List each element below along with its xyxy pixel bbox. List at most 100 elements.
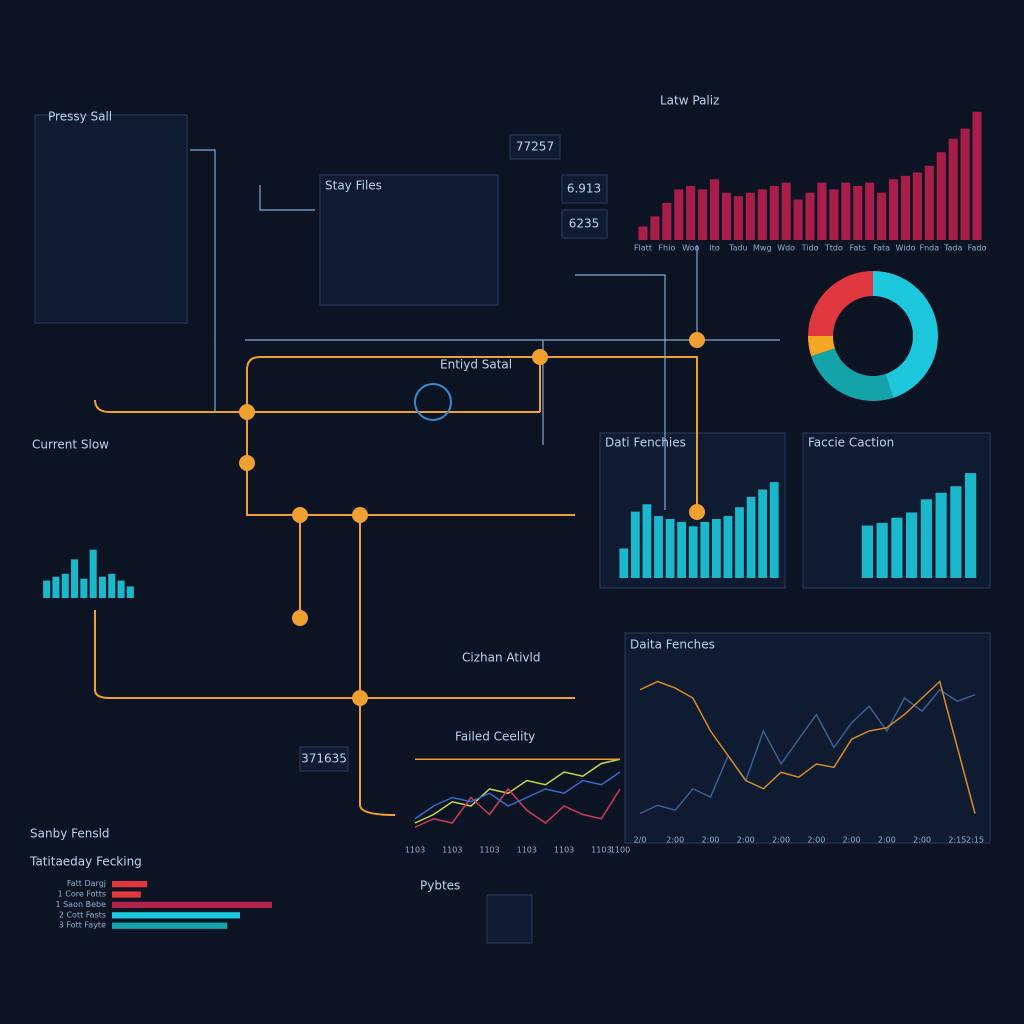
panel (34, 114, 188, 324)
bar (912, 172, 922, 240)
bar (781, 182, 791, 240)
bar (769, 482, 779, 578)
chart-title: Failed Ceelity (455, 730, 535, 744)
x-tick-label: 2:00 (772, 836, 790, 845)
bar (642, 504, 652, 578)
bar (43, 580, 51, 598)
chart-title: Latw Paliz (660, 94, 719, 108)
label: Pybtes (420, 879, 460, 893)
x-tick-label: 2/0 (634, 836, 647, 845)
bar (877, 192, 887, 240)
label: Cizhan Ativld (462, 651, 540, 665)
bar (853, 186, 863, 240)
bar (112, 901, 272, 909)
bar (948, 138, 958, 240)
orange-connector (94, 356, 698, 816)
x-tick-label: Tada (943, 244, 963, 253)
bar (972, 111, 982, 240)
bar (80, 578, 88, 598)
chart-title: Dati Fenchies (605, 436, 686, 450)
x-tick-label: Fhio (658, 244, 675, 253)
x-tick-label: 2:00 (913, 836, 931, 845)
bar (112, 891, 141, 898)
bar (757, 189, 767, 240)
x-tick-label: Fnda (919, 244, 939, 253)
bar (841, 182, 851, 240)
label: Entiyd Satal (440, 358, 512, 372)
x-tick-label: 2:00 (666, 836, 684, 845)
bar (920, 499, 932, 578)
x-tick-label: Fado (968, 244, 987, 253)
bar (117, 580, 125, 598)
x-tick-label: 2:00 (843, 836, 861, 845)
bar (721, 192, 732, 240)
node (239, 455, 255, 471)
connectors (94, 149, 780, 816)
node (352, 507, 368, 523)
bar (698, 189, 708, 240)
x-tick-label: 2:00 (702, 836, 720, 845)
label: Stay Files (325, 179, 382, 193)
bar (960, 128, 970, 240)
x-tick-label: 1103 (591, 846, 611, 855)
line-series (414, 771, 621, 820)
bar (935, 492, 947, 578)
panel (561, 174, 608, 204)
y-tick-label: 1 Saon Bebe (55, 900, 106, 909)
chart-title: Daita Fenches (630, 638, 715, 652)
x-tick-label: 1103 (517, 846, 537, 855)
y-tick-label: 2 Cott Fasts (59, 910, 106, 919)
bar (630, 511, 640, 578)
bar (662, 202, 672, 240)
x-tick-label: Tido (801, 244, 819, 253)
bar (805, 192, 815, 240)
bar (71, 559, 79, 598)
x-tick-label: 2:00 (878, 836, 896, 845)
bar (711, 519, 721, 578)
bar (686, 186, 696, 240)
x-tick-label: Wido (895, 244, 915, 253)
bar (924, 165, 934, 240)
node (239, 404, 255, 420)
line-series (639, 688, 976, 815)
x-tick-label: 1103 (405, 846, 425, 855)
panel (319, 174, 499, 306)
bar (746, 496, 756, 578)
bar (638, 226, 648, 240)
bar (865, 182, 875, 240)
bar (112, 922, 228, 929)
bar (112, 881, 148, 888)
bar (61, 573, 69, 598)
bar (700, 521, 710, 578)
label: 371635 (301, 752, 347, 766)
bar (950, 486, 962, 578)
chart-title: Current Slow (32, 438, 109, 452)
x-tick-label: Ito (709, 244, 719, 253)
bar (936, 152, 946, 240)
blue-connector (190, 149, 780, 510)
bar (817, 182, 827, 240)
pie-slice (873, 271, 938, 398)
panel (509, 134, 561, 160)
line-series (414, 758, 621, 824)
x-tick-label: Fats (850, 244, 866, 253)
x-tick-label: Wdo (777, 244, 795, 253)
bar (126, 586, 134, 598)
bar (665, 519, 675, 578)
x-tick-label: 1100 (610, 846, 630, 855)
node (352, 690, 368, 706)
x-tick-label: Mwg (753, 244, 772, 253)
bar (108, 573, 116, 598)
pie-slice (808, 336, 835, 357)
bar (793, 199, 803, 240)
bar (677, 521, 687, 578)
bar (112, 912, 240, 919)
bar (769, 186, 779, 240)
pie-slice (808, 271, 873, 336)
x-tick-label: Fata (873, 244, 890, 253)
label: 6235 (569, 217, 600, 231)
pie-slice (811, 348, 894, 401)
x-tick-label: 2:00 (807, 836, 825, 845)
x-tick-label: 2:15 (966, 836, 984, 845)
